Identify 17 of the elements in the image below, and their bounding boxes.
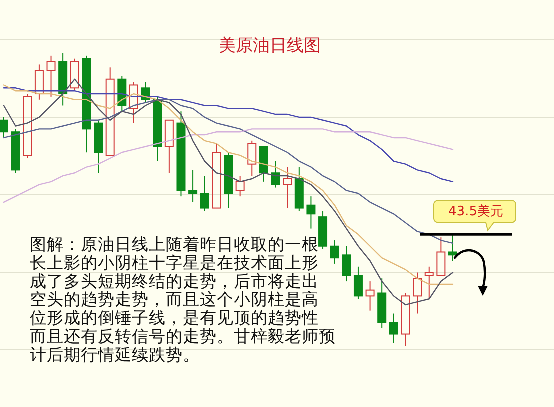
candlestick [283,166,292,209]
candlestick [330,240,340,264]
annotation: 图解：原油日线上随着昨日收取的一根长上影的小阴柱十字星是在技术面上形成了多头短期终结的走势，后市将走出空头的趋势走势，而且这个小阴柱是高位形成的倒锤子线，是有见顶的趋势性而且还有反转信号的走势。甘梓毅老师预计后期行情延续跌势。 [30,235,336,364]
candlestick [378,278,387,329]
ref-line-label: 43.5美元 [448,204,504,220]
candlestick [176,111,186,198]
candlestick [448,234,458,262]
candlestick [306,196,316,230]
candlestick [58,52,68,106]
candlestick [34,64,44,100]
candlestick [188,170,198,203]
candlestick [424,266,434,300]
candlestick [46,55,56,98]
candlestick [342,246,352,282]
chart-title: 美原油日线图 [219,36,321,56]
candlestick [366,281,375,312]
candlestick [389,313,398,344]
